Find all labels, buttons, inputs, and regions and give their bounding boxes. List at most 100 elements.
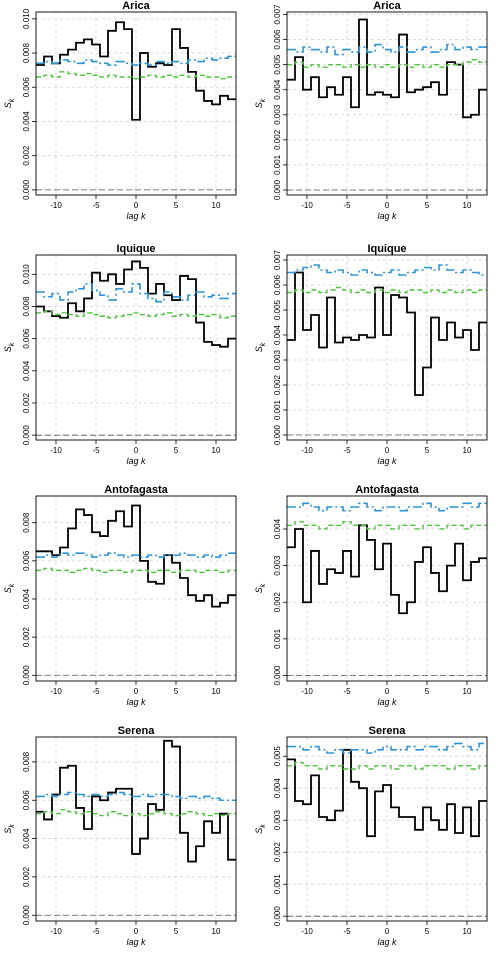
y-tick-label: 0.008 xyxy=(22,751,31,772)
y-axis-label-main: S xyxy=(3,346,13,352)
series-line-1 xyxy=(287,271,487,396)
chart-title: Iquique xyxy=(116,243,155,255)
chart-title: Serena xyxy=(118,725,156,737)
y-axis-label: Sk xyxy=(254,583,267,593)
y-tick-label: 0.000 xyxy=(22,179,31,200)
x-axis-label: lag k xyxy=(126,697,146,707)
chart-panel-4: -10 -5 0 5 10 0.000 0.001 0.002 0.003 0.004 0.005 0… xyxy=(254,243,488,466)
y-tick-label: 0.000 xyxy=(22,905,31,926)
chart-panel-8: -10 -5 0 5 10 0.000 0.001 0.002 0.003 0.004 0.005 S… xyxy=(254,725,488,947)
x-tick-label: 10 xyxy=(212,687,221,696)
chart-panel-1: -10 -5 0 5 10 0.000 0.002 0.004 0.006 0.008 0.010 A… xyxy=(3,0,237,221)
chart-title: Serena xyxy=(369,725,407,737)
chart-title: Arica xyxy=(373,0,401,12)
x-tick-label: -5 xyxy=(92,446,100,455)
y-tick-label: 0.002 xyxy=(22,627,31,648)
x-tick-label: -10 xyxy=(301,687,313,696)
x-tick-label: -5 xyxy=(343,201,351,210)
y-tick-label: 0.005 xyxy=(273,54,282,75)
y-axis-label-main: S xyxy=(254,587,264,593)
x-axis-label: lag k xyxy=(126,937,146,947)
y-axis-label-main: S xyxy=(254,346,264,352)
y-axis-label-subscript: k xyxy=(9,98,16,102)
x-tick-label: -10 xyxy=(50,201,62,210)
x-axis-label: lag k xyxy=(377,456,397,466)
y-tick-label: 0.006 xyxy=(22,328,31,349)
x-axis-label: lag k xyxy=(377,211,397,221)
x-tick-label: 10 xyxy=(463,446,472,455)
x-tick-label: 10 xyxy=(212,201,221,210)
y-axis-label-subscript: k xyxy=(9,342,16,346)
y-tick-label: 0.007 xyxy=(273,249,282,270)
y-tick-label: 0.003 xyxy=(273,104,282,125)
x-tick-label: 10 xyxy=(212,927,221,936)
y-tick-label: 0.004 xyxy=(22,111,31,132)
x-tick-label: 10 xyxy=(212,446,221,455)
chart-title: Arica xyxy=(122,0,150,12)
series-line-2 xyxy=(287,742,487,754)
series-line-3 xyxy=(36,71,236,80)
x-axis-label: lag k xyxy=(377,697,397,707)
y-tick-label: 0.001 xyxy=(273,399,282,420)
x-tick-label: 10 xyxy=(463,201,472,210)
series-line-1 xyxy=(36,260,236,348)
y-tick-label: 0.002 xyxy=(22,866,31,887)
series-line-2 xyxy=(36,55,236,66)
y-tick-label: 0.002 xyxy=(22,392,31,413)
y-tick-label: 0.001 xyxy=(273,874,282,895)
y-tick-label: 0.004 xyxy=(22,828,31,849)
series-line-1 xyxy=(287,524,487,615)
y-tick-label: 0.002 xyxy=(273,129,282,150)
series-line-2 xyxy=(36,791,236,802)
y-tick-label: 0.004 xyxy=(22,588,31,609)
x-tick-label: -10 xyxy=(301,446,313,455)
x-tick-label: -10 xyxy=(50,446,62,455)
series-line-1 xyxy=(287,748,487,838)
y-axis-label-main: S xyxy=(254,102,264,108)
x-tick-label: 5 xyxy=(174,446,179,455)
series-line-2 xyxy=(287,43,487,56)
y-tick-label: 0.008 xyxy=(22,512,31,533)
series-line-3 xyxy=(36,567,236,573)
series-line-3 xyxy=(287,58,487,68)
series-line-3 xyxy=(36,310,236,319)
y-tick-label: 0.008 xyxy=(22,296,31,317)
y-tick-label: 0.002 xyxy=(273,842,282,863)
y-axis-label-main: S xyxy=(3,828,13,834)
series-line-1 xyxy=(287,18,487,119)
x-tick-label: -5 xyxy=(92,201,100,210)
x-tick-label: -5 xyxy=(92,687,100,696)
series-line-3 xyxy=(287,520,487,530)
y-axis-label-subscript: k xyxy=(9,583,16,587)
y-tick-label: 0.000 xyxy=(273,424,282,445)
y-tick-label: 0.004 xyxy=(22,360,31,381)
chart-panel-3: -10 -5 0 5 10 0.000 0.002 0.004 0.006 0.008 0.010 I… xyxy=(3,243,237,466)
x-tick-label: 0 xyxy=(385,687,390,696)
y-tick-label: 0.005 xyxy=(273,299,282,320)
y-tick-label: 0.010 xyxy=(22,8,31,29)
x-tick-label: 0 xyxy=(134,201,139,210)
series-line-3 xyxy=(287,286,487,294)
y-tick-label: 0.000 xyxy=(22,425,31,446)
series-line-2 xyxy=(287,264,487,276)
x-tick-label: -10 xyxy=(50,687,62,696)
x-tick-label: 5 xyxy=(174,927,179,936)
chart-panel-7: -10 -5 0 5 10 0.000 0.002 0.004 0.006 0.008 Serena… xyxy=(3,725,237,947)
x-tick-label: 5 xyxy=(174,201,179,210)
y-tick-label: 0.006 xyxy=(273,274,282,295)
y-axis-label-main: S xyxy=(3,102,13,108)
y-axis-label: Sk xyxy=(3,342,16,352)
y-axis-label-subscript: k xyxy=(260,583,267,587)
y-axis-label-main: S xyxy=(254,828,264,834)
y-tick-label: 0.006 xyxy=(22,77,31,98)
y-axis-label: Sk xyxy=(3,824,16,834)
y-axis-label-subscript: k xyxy=(260,98,267,102)
y-axis-label: Sk xyxy=(254,824,267,834)
x-tick-label: 0 xyxy=(385,446,390,455)
y-tick-label: 0.010 xyxy=(22,264,31,285)
series-line-1 xyxy=(36,21,236,121)
y-tick-label: 0.002 xyxy=(273,592,282,613)
y-axis-label: Sk xyxy=(3,98,16,108)
x-tick-label: 0 xyxy=(134,687,139,696)
